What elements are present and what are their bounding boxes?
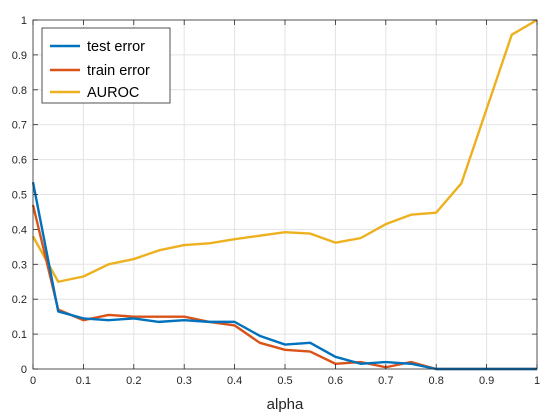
series-line-auroc [31, 18, 538, 283]
x-tick-label: 0.3 [177, 375, 192, 387]
y-tick-label: 0 [21, 364, 27, 376]
grid-lines [33, 20, 537, 369]
x-tick-label: 0.6 [328, 375, 343, 387]
legend-label-train-error: train error [87, 63, 150, 79]
x-tick-labels: 0 0.1 0.2 0.3 0.4 0.5 0.6 0.7 0.8 0.9 1 [30, 375, 540, 387]
y-tick-label: 0.9 [12, 50, 27, 62]
y-tick-label: 0.3 [12, 259, 27, 271]
x-tick-label: 0.1 [76, 375, 91, 387]
x-tick-label: 0.2 [126, 375, 141, 387]
legend: test error train error AUROC [41, 27, 171, 104]
legend-label-auroc: AUROC [87, 85, 139, 101]
y-tick-label: 0.6 [12, 155, 27, 167]
axis-ticks [32, 19, 538, 370]
y-tick-label: 0.1 [12, 329, 27, 341]
legend-box [41, 27, 171, 104]
x-tick-label: 0.5 [277, 375, 292, 387]
x-tick-label: 0.8 [429, 375, 444, 387]
y-tick-label: 0.2 [12, 294, 27, 306]
y-tick-label: 1 [21, 15, 27, 27]
y-tick-label: 0.5 [12, 190, 27, 202]
y-tick-label: 0.8 [12, 85, 27, 97]
x-tick-label: 0.4 [227, 375, 242, 387]
y-tick-label: 0.4 [12, 224, 27, 236]
y-tick-labels: 0 0.1 0.2 0.3 0.4 0.5 0.6 0.7 0.8 0.9 1 [12, 15, 27, 376]
x-tick-label: 1 [534, 375, 540, 387]
x-tick-label: 0.9 [479, 375, 494, 387]
legend-label-test-error: test error [87, 39, 145, 55]
y-tick-label: 0.7 [12, 120, 27, 132]
x-tick-label: 0.7 [378, 375, 393, 387]
x-tick-label: 0 [30, 375, 36, 387]
x-axis-label: alpha [267, 396, 304, 413]
